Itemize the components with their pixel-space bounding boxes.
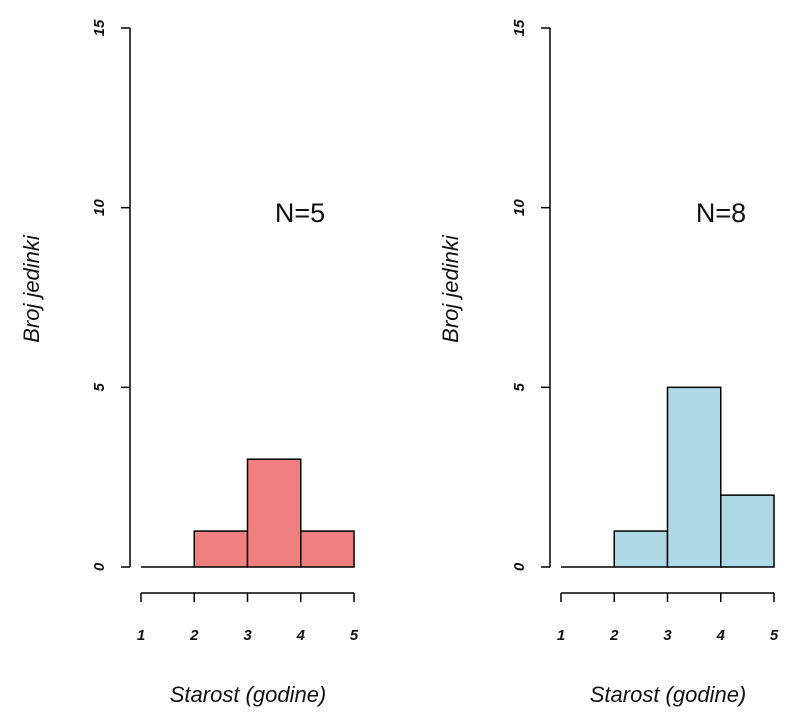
y-tick-label: 0 [91,562,108,571]
sample-size-annotation: N=5 [275,198,325,228]
y-tick-label: 0 [511,562,528,571]
x-tick-label: 1 [137,627,145,644]
x-tick-label: 4 [716,627,726,644]
y-tick-label: 15 [91,19,108,36]
x-tick-label: 3 [663,627,672,644]
y-tick-label: 10 [91,199,108,216]
histogram-panel-left: 0 5 10 15 1 2 3 4 5 N=5 Broj jedinki Starost (godin… [19,19,359,707]
histogram-bar [300,530,355,568]
x-axis-title: Starost (godine) [590,682,747,707]
histogram-panel-right: 0 5 10 15 1 2 3 4 5 N=8 Broj jedinki Starost (godin… [438,19,779,707]
x-tick-label: 2 [609,627,619,644]
x-tick-label: 4 [296,627,306,644]
y-tick-label: 10 [511,199,528,216]
x-tick-label: 5 [350,627,359,644]
x-axis-title: Starost (godine) [170,682,327,707]
y-axis-title: Broj jedinki [19,234,44,343]
x-tick-label: 3 [243,627,252,644]
x-tick-label: 5 [770,627,779,644]
sample-size-annotation: N=8 [696,198,746,228]
histogram-bar [246,458,302,568]
y-tick-label: 15 [511,19,528,36]
x-tick-label: 1 [557,627,565,644]
y-tick-label: 5 [511,383,528,392]
histogram-bar [720,494,775,568]
y-axis-title: Broj jedinki [438,234,463,343]
histogram-bar [666,386,722,568]
y-tick-label: 5 [91,383,108,392]
histogram-bar [193,530,249,568]
histogram-bar [613,530,669,568]
x-tick-label: 2 [189,627,199,644]
